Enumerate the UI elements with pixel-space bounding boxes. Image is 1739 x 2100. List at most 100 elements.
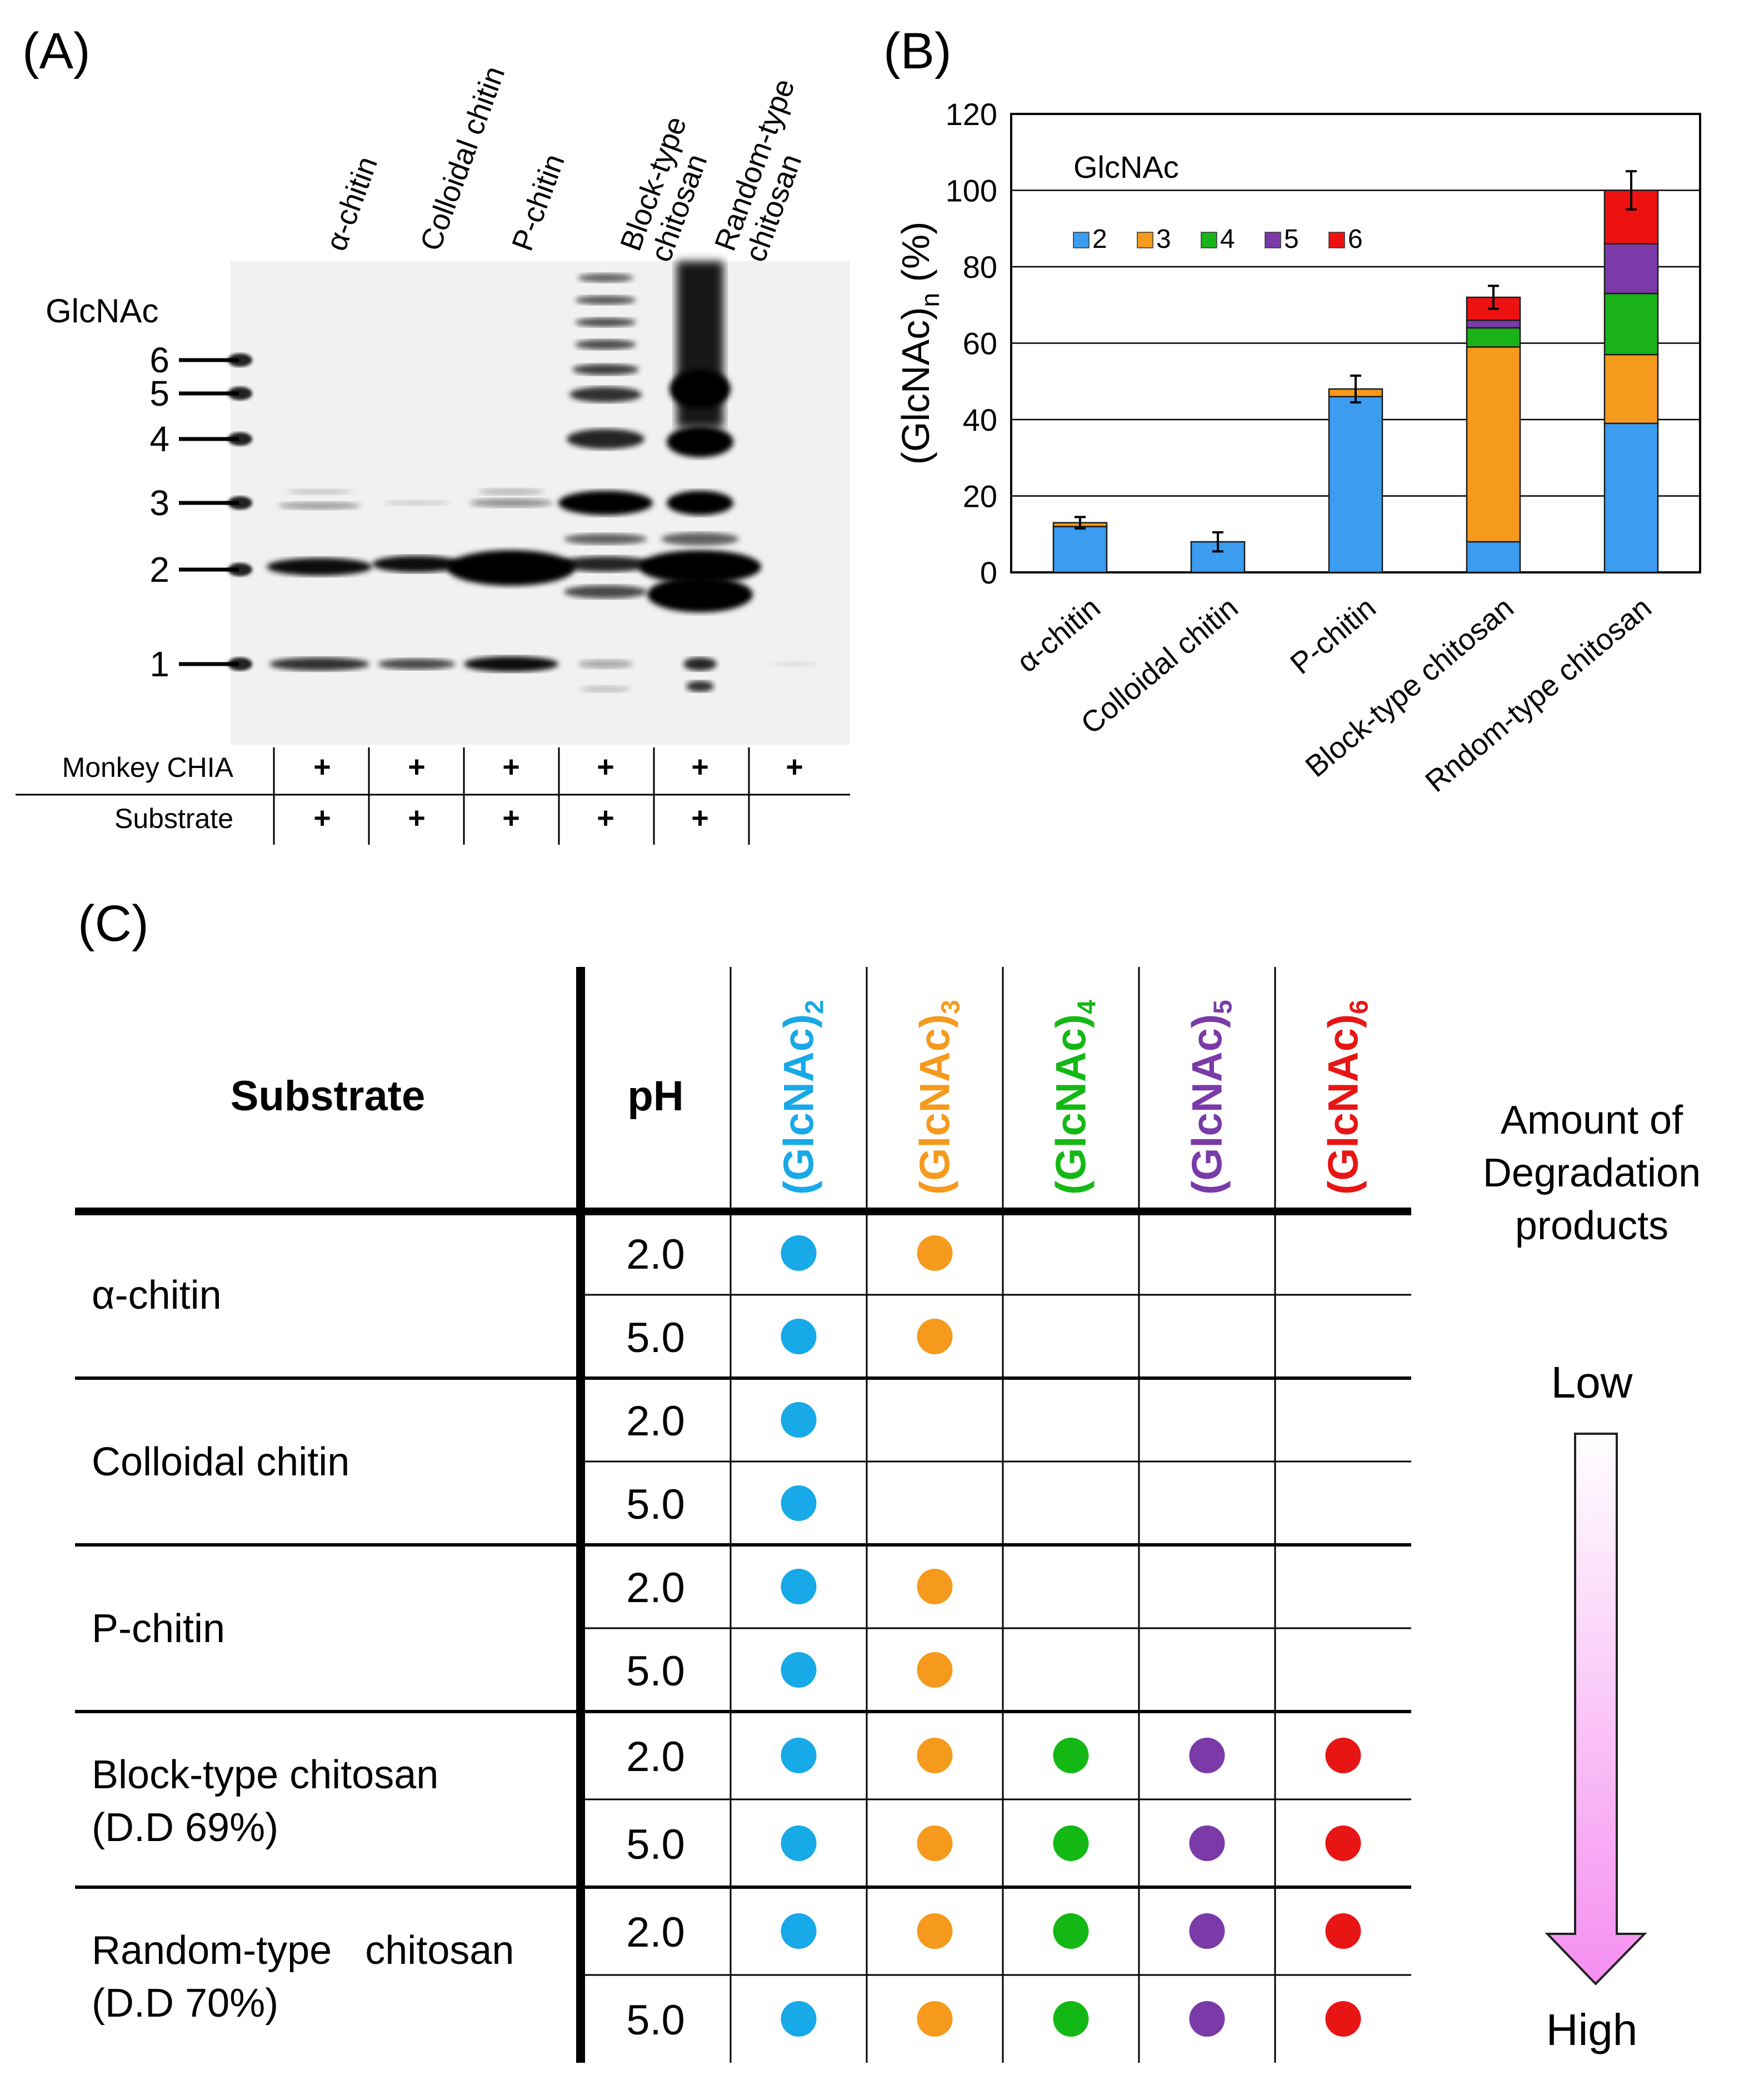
marker-band	[228, 657, 252, 671]
product-dot	[917, 1235, 953, 1271]
panel-label-c: (C)	[78, 895, 149, 952]
gel-band	[575, 296, 636, 305]
gel-band	[639, 550, 761, 583]
marker-label: 2	[149, 550, 169, 590]
y-tick-label: 60	[963, 326, 997, 361]
condition-mark: +	[408, 750, 426, 784]
product-dot	[1325, 2001, 1361, 2037]
product-dot	[917, 1913, 953, 1949]
ph-value: 2.0	[626, 1564, 685, 1612]
product-dot	[781, 1402, 817, 1438]
gel-band	[667, 491, 733, 515]
condition-mark: +	[313, 750, 331, 784]
marker-label: 3	[149, 483, 169, 523]
header-product: (GlcNAc)3	[912, 1000, 965, 1195]
gel-band	[667, 426, 733, 457]
gel-band	[378, 659, 456, 670]
gel-band	[647, 577, 753, 612]
header-product: (GlcNAc)6	[1320, 1000, 1373, 1195]
product-dot	[781, 1652, 817, 1688]
ph-value: 5.0	[626, 1821, 685, 1868]
header-product: (GlcNAc)4	[1048, 1000, 1101, 1195]
marker-band	[228, 387, 252, 400]
condition-mark: +	[597, 801, 614, 835]
legend-title-2: Degradation	[1483, 1151, 1701, 1195]
ph-value: 5.0	[626, 1314, 685, 1361]
product-dot	[1325, 1825, 1361, 1861]
condition-mark: +	[502, 750, 520, 784]
product-dot	[917, 1652, 953, 1688]
product-dot	[1325, 1738, 1361, 1773]
substrate-dd: (D.D 69%)	[92, 1805, 278, 1850]
bar-segment	[1052, 526, 1108, 573]
bar-segment	[1466, 541, 1521, 573]
product-dot	[781, 1825, 817, 1861]
gel-band	[686, 681, 714, 692]
gel-band	[567, 429, 644, 449]
legend-swatch	[1265, 232, 1281, 248]
gel-band	[269, 657, 369, 671]
y-tick-label: 0	[980, 555, 997, 590]
y-tick-label: 100	[946, 173, 997, 208]
product-dot	[917, 1319, 953, 1354]
ph-value: 2.0	[626, 1733, 685, 1780]
product-dot	[917, 1569, 953, 1604]
bar-segment	[1603, 353, 1659, 425]
gel-band	[569, 387, 642, 402]
gel-marker-title: GlcNAc	[46, 292, 159, 330]
gel-band	[581, 686, 631, 692]
product-dot	[917, 1738, 953, 1773]
gel-band	[575, 340, 636, 350]
header-product: (GlcNAc)5	[1184, 1000, 1237, 1195]
condition-mark: +	[502, 801, 520, 835]
legend-swatch	[1201, 232, 1217, 248]
legend-label: 5	[1284, 225, 1299, 254]
y-tick-label: 40	[963, 402, 997, 437]
chart-title: GlcNAc	[1073, 149, 1179, 184]
gel-band	[447, 550, 575, 586]
gel-band	[669, 370, 731, 408]
gel-band	[564, 585, 647, 598]
product-dot	[781, 1913, 817, 1949]
y-tick-label: 20	[963, 479, 997, 514]
marker-band	[228, 496, 252, 510]
condition-mark: +	[786, 750, 803, 784]
legend-label: 3	[1156, 225, 1171, 254]
gel-band	[372, 556, 461, 572]
substrate-name: α-chitin	[92, 1273, 222, 1318]
gel-band	[772, 661, 817, 667]
panel-label-b: (B)	[883, 23, 952, 79]
substrate-dd: (D.D 70%)	[92, 1981, 278, 2026]
panel-label-a: (A)	[22, 23, 91, 79]
legend-label: 4	[1220, 225, 1235, 254]
ph-value: 5.0	[626, 1481, 685, 1528]
product-dot	[1053, 1825, 1089, 1861]
condition-label: Monkey CHIA	[62, 752, 234, 783]
gel-band	[267, 558, 372, 576]
y-tick-label: 120	[946, 97, 997, 132]
product-dot	[1053, 2001, 1089, 2037]
marker-band	[228, 432, 252, 446]
product-dot	[781, 1738, 817, 1773]
header-ph: pH	[627, 1073, 683, 1120]
gel-band	[464, 656, 558, 672]
condition-mark: +	[691, 801, 709, 835]
legend-swatch	[1137, 232, 1153, 248]
legend-label: 6	[1348, 225, 1363, 254]
gel-band	[558, 491, 653, 515]
substrate-name: P-chitin	[92, 1607, 225, 1651]
condition-label: Substrate	[114, 803, 233, 834]
bar-segment	[1603, 292, 1659, 356]
gel-band	[478, 488, 544, 495]
bar-segment	[1466, 346, 1521, 543]
marker-label: 4	[149, 419, 169, 459]
marker-label: 1	[149, 644, 169, 684]
header-substrate: Substrate	[231, 1073, 426, 1120]
legend-title-1: Amount of	[1501, 1098, 1683, 1143]
y-tick-label: 80	[963, 250, 997, 285]
legend-title-3: products	[1515, 1204, 1668, 1248]
product-dot	[1189, 2001, 1225, 2037]
gel-band	[278, 502, 361, 510]
ph-value: 5.0	[626, 1997, 685, 2044]
